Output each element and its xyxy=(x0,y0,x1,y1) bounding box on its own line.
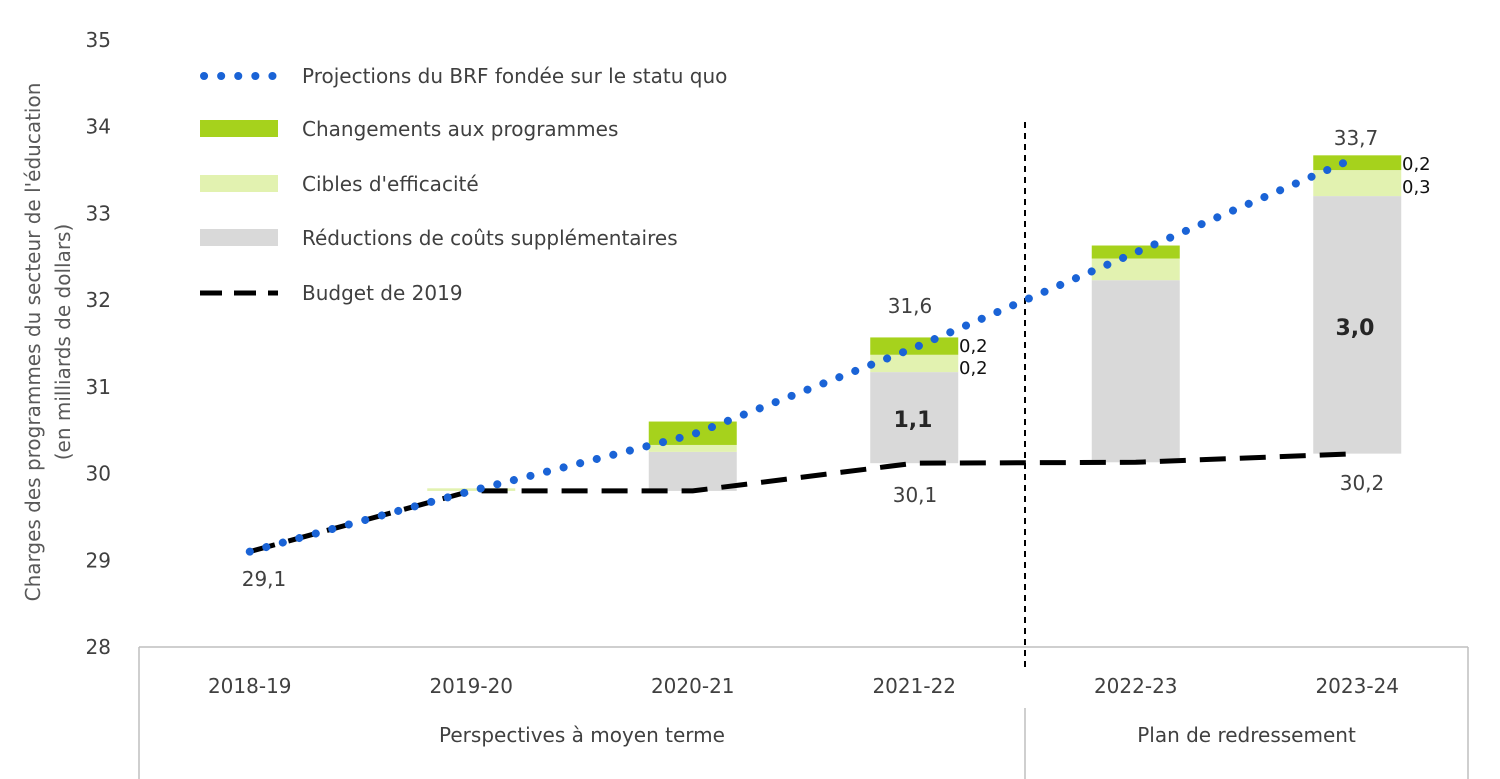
bar-segment-reductions xyxy=(1091,280,1180,463)
value-label-top-2021-22: 31,6 xyxy=(888,294,933,318)
legend-label-proj: Projections du BRF fondée sur le statu q… xyxy=(302,64,727,88)
category-label: 2021-22 xyxy=(872,674,956,698)
value-label-top-2023-24: 33,7 xyxy=(1334,126,1379,150)
y-tick-label: 33 xyxy=(86,201,111,225)
category-label: 2022-23 xyxy=(1094,674,1178,698)
y-tick-label: 34 xyxy=(86,115,111,139)
y-tick-label: 28 xyxy=(86,635,111,659)
series-line-projection xyxy=(245,153,1362,556)
data-labels: 29,131,60,20,21,130,133,70,20,33,030,2 xyxy=(242,126,1431,591)
stacked-bars xyxy=(427,155,1402,491)
bar-segment-efficiency xyxy=(1091,258,1180,281)
bar-segment-reductions xyxy=(1313,196,1402,454)
group-label: Perspectives à moyen terme xyxy=(439,723,725,747)
value-label-2018-19: 29,1 xyxy=(242,567,287,591)
y-axis-subtitle: (en milliards de dollars) xyxy=(51,224,75,461)
y-tick-label: 29 xyxy=(86,548,111,572)
bar-segment-program xyxy=(870,337,959,355)
category-label: 2019-20 xyxy=(429,674,513,698)
bar-segment-reductions xyxy=(870,372,959,464)
y-tick-label: 32 xyxy=(86,288,111,312)
y-tick-label: 30 xyxy=(86,462,111,486)
y-tick-label: 31 xyxy=(86,375,111,399)
bar-segment-efficiency xyxy=(648,444,737,452)
value-label-reductions-2023-24: 3,0 xyxy=(1336,316,1375,341)
value-label-efficiency-2023-24: 0,3 xyxy=(1402,177,1431,198)
value-label-program-2023-24: 0,2 xyxy=(1402,154,1431,175)
y-axis-title: Charges des programmes du secteur de l'é… xyxy=(21,83,45,602)
value-label-budget-2021-22: 30,1 xyxy=(893,483,938,507)
bar-segment-efficiency xyxy=(1313,170,1402,197)
legend-swatch-eff xyxy=(200,175,278,192)
group-label: Plan de redressement xyxy=(1137,723,1356,747)
legend: Projections du BRF fondée sur le statu q… xyxy=(200,64,727,305)
value-label-efficiency-2021-22: 0,2 xyxy=(959,358,988,379)
axes-frame: 28 29 30 31 32 33 34 35 2018-19 2019-20 2020-21 202… xyxy=(86,28,1469,779)
legend-label-budget: Budget de 2019 xyxy=(302,281,463,305)
category-label: 2023-24 xyxy=(1315,674,1399,698)
series-line-budget xyxy=(249,451,1358,555)
legend-swatch-red xyxy=(200,229,278,246)
category-label: 2020-21 xyxy=(651,674,735,698)
series-lines xyxy=(245,153,1362,556)
bar-segment-efficiency xyxy=(427,488,516,491)
legend-label-prog: Changements aux programmes xyxy=(302,117,618,141)
bar-segment-efficiency xyxy=(870,354,959,373)
legend-swatch-prog xyxy=(200,120,278,137)
bar-segment-program xyxy=(1313,155,1402,171)
value-label-reductions-2021-22: 1,1 xyxy=(894,408,933,433)
bar-segment-reductions xyxy=(648,451,737,491)
value-label-budget-2023-24: 30,2 xyxy=(1340,471,1385,495)
legend-label-eff: Cibles d'efficacité xyxy=(302,172,479,196)
legend-label-red: Réductions de coûts supplémentaires xyxy=(302,226,678,250)
value-label-program-2021-22: 0,2 xyxy=(959,336,988,357)
category-label: 2018-19 xyxy=(208,674,292,698)
y-tick-label: 35 xyxy=(86,28,111,52)
